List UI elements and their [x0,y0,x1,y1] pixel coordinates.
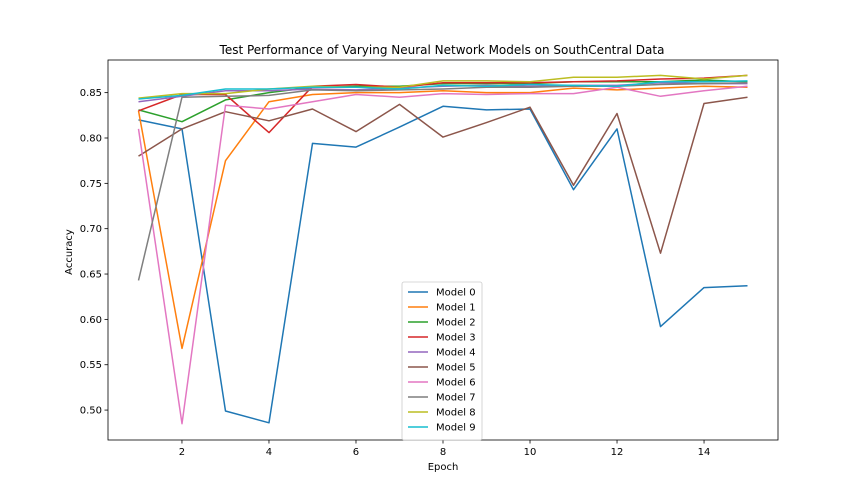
x-tick-label: 12 [611,447,624,458]
x-tick-label: 4 [266,447,272,458]
x-tick-label: 10 [524,447,537,458]
series-line-0 [138,105,748,424]
legend-label: Model 4 [436,348,476,359]
x-axis-label: Epoch [428,462,459,473]
y-tick-label: 0.50 [80,406,102,417]
y-axis-label: Accuracy [64,229,75,275]
series-line-9 [138,80,748,100]
x-tick-label: 6 [353,447,359,458]
legend-label: Model 2 [436,318,476,329]
legend-label: Model 3 [436,333,476,344]
chart-title: Test Performance of Varying Neural Netwo… [219,43,665,57]
legend-label: Model 0 [436,288,476,299]
y-tick-label: 0.65 [80,270,102,281]
x-tick-label: 2 [179,447,185,458]
legend-label: Model 6 [436,378,476,389]
y-tick-label: 0.80 [80,133,102,144]
x-tick-label: 14 [698,447,711,458]
y-tick-label: 0.60 [80,315,102,326]
series-line-2 [138,79,748,123]
y-tick-label: 0.55 [80,360,102,371]
y-tick-label: 0.85 [80,88,102,99]
plot-area [137,74,748,425]
series-line-7 [137,81,748,281]
legend-label: Model 7 [436,393,476,404]
legend: Model 0 Model 1 Model 2 Model 3 Model 4 Model… [401,281,483,441]
legend-label: Model 5 [436,363,476,374]
axis-ticks: 2 4 6 8 10 12 14 0.50 0.55 0.60 0.65 0.70 0.75 0.80 0.… [80,88,711,458]
series-line-5 [138,96,748,254]
x-tick-label: 8 [440,447,446,458]
y-tick-label: 0.70 [80,224,102,235]
legend-label: Model 8 [436,408,476,419]
legend-label: Model 9 [436,423,476,434]
series-line-1 [137,85,748,350]
series-line-6 [137,85,748,425]
series-line-8 [138,74,748,99]
y-tick-label: 0.75 [80,179,102,190]
legend-label: Model 1 [436,303,476,314]
